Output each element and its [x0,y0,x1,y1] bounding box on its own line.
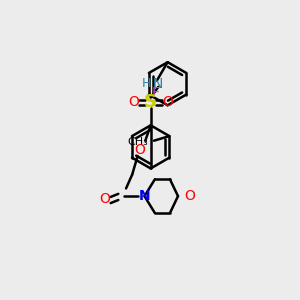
Text: O: O [99,192,110,206]
Text: O: O [134,143,145,157]
Text: H: H [141,77,151,90]
Text: N: N [152,77,163,91]
Text: S: S [144,93,157,111]
Text: O: O [184,189,195,203]
Text: N: N [139,189,150,203]
Text: CH₃: CH₃ [127,137,148,147]
Text: O: O [162,95,173,109]
Text: O: O [128,95,139,109]
Text: F: F [151,86,159,100]
